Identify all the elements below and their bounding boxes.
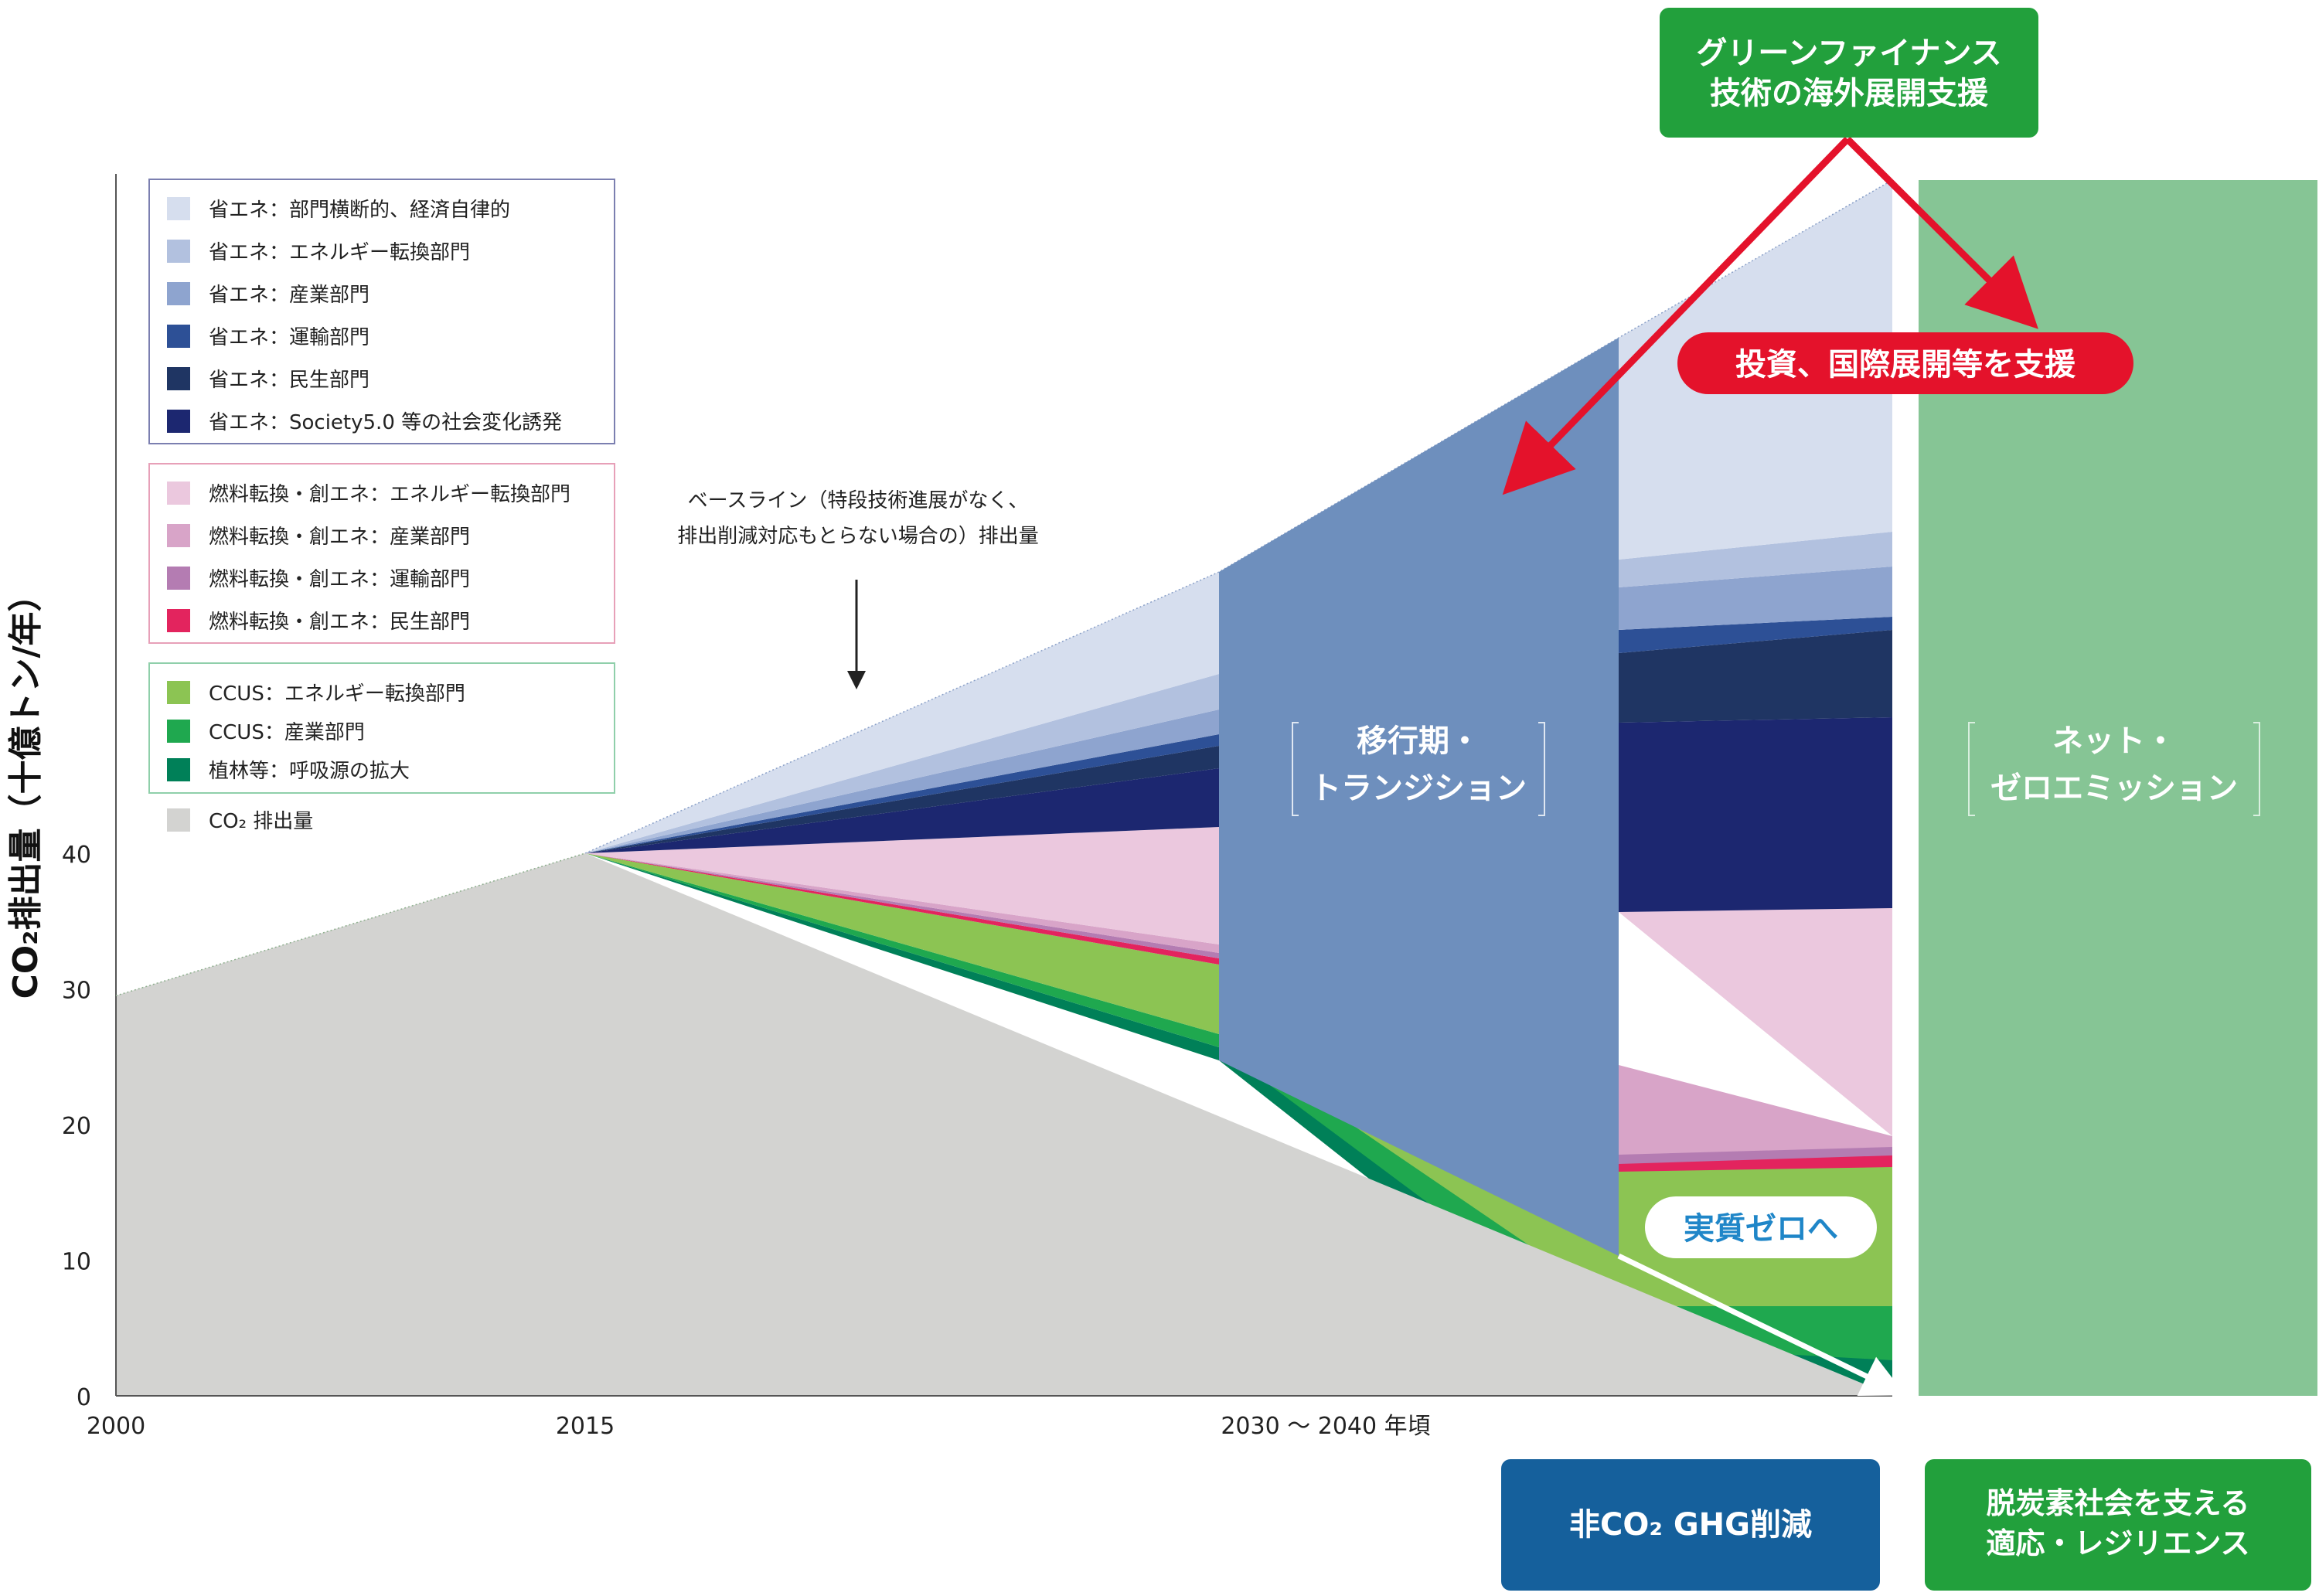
x-tick-label: 2000: [87, 1413, 145, 1440]
legend-label: 燃料転換・創エネ：産業部門: [209, 526, 470, 549]
net-zero-arrow: [1617, 1253, 1906, 1396]
non-co2-box: [1501, 1459, 1880, 1591]
legend-swatch: [167, 609, 190, 632]
legend: 省エネ：部門横断的、経済自律的省エネ：エネルギー転換部門省エネ：産業部門省エネ：…: [148, 179, 615, 833]
legend-swatch: [167, 482, 190, 505]
non-co2-label: 非CO₂ GHG削減: [1569, 1507, 1812, 1543]
legend-label: 省エネ：エネルギー転換部門: [209, 241, 470, 264]
y-tick-label: 0: [77, 1384, 91, 1411]
legend-swatch: [167, 367, 190, 390]
y-tick-label: 10: [62, 1249, 91, 1276]
legend-label: 省エネ：運輸部門: [209, 326, 369, 349]
x-tick-label: 2015: [556, 1413, 615, 1440]
legend-swatch: [167, 240, 190, 263]
red-arrow-right: [1844, 136, 2038, 329]
legend-label: CCUS：産業部門: [209, 721, 365, 744]
legend-swatch: [167, 410, 190, 433]
adaptation-box: [1925, 1459, 2311, 1591]
baseline-annotation-line2: 排出削減対応もとらない場合の）排出量: [677, 525, 1038, 548]
legend-label: 植林等：呼吸源の拡大: [209, 760, 410, 783]
legend-swatch: [167, 524, 190, 547]
reduction-band: [585, 853, 1892, 1360]
y-tick-label: 40: [62, 842, 91, 869]
investment-label: 投資、国際展開等を支援: [1735, 347, 2076, 383]
legend-label-co2: CO₂ 排出量: [209, 810, 313, 833]
co2-emission-area: [116, 853, 1892, 1396]
legend-swatch: [167, 681, 190, 704]
adaptation-line2: 適応・レジリエンス: [1986, 1526, 2249, 1560]
legend-swatch: [167, 567, 190, 590]
legend-label: 省エネ：民生部門: [209, 369, 369, 392]
y-tick-label: 30: [62, 978, 91, 1005]
legend-label: 省エネ：産業部門: [209, 284, 369, 307]
green-finance-line2: 技術の海外展開支援: [1710, 76, 1989, 111]
x-tick-labels: 2000 2015 2030 ～ 2040 年頃: [87, 1413, 1431, 1440]
transition-bracket-right: [1538, 722, 1545, 816]
netzero-label-line1: ネット・: [2052, 723, 2176, 759]
legend-swatch: [167, 720, 190, 743]
legend-group-box: [148, 662, 615, 794]
legend-label: CCUS：エネルギー転換部門: [209, 682, 465, 706]
green-finance-box: [1660, 8, 2038, 138]
red-arrow-left: [1502, 136, 1851, 495]
investment-pill: [1677, 332, 2133, 394]
jisshitsu-zero-label: 実質ゼロへ: [1684, 1211, 1838, 1247]
y-tick-labels: 0 10 20 30 40: [62, 842, 91, 1411]
transition-bracket-left: [1292, 722, 1299, 816]
adaptation-line1: 脱炭素社会を支える: [1987, 1486, 2250, 1520]
y-axis-label: CO₂排出量（十億トン/年）: [6, 577, 46, 999]
legend-label: 省エネ：部門横断的、経済自律的: [209, 199, 510, 222]
legend-swatch: [167, 282, 190, 305]
netzero-bracket-right: [2253, 722, 2260, 816]
transition-label-line1: 移行期・: [1357, 723, 1480, 759]
transition-label-line2: トランジション: [1310, 771, 1527, 806]
jisshitsu-zero-pill: [1645, 1196, 1877, 1258]
green-finance-line1: グリーンファイナンス: [1696, 36, 2001, 71]
legend-group-box: [148, 463, 615, 644]
legend-label: 省エネ：Society5.0 等の社会変化誘発: [209, 411, 562, 434]
legend-label: 燃料転換・創エネ：民生部門: [209, 611, 470, 634]
baseline-annotation-line1: ベースライン（特段技術進展がなく、: [688, 489, 1029, 512]
legend-swatch: [167, 197, 190, 220]
legend-group-box: [148, 179, 615, 444]
netzero-bracket-left: [1968, 722, 1975, 816]
reduction-band: [585, 180, 1892, 853]
historical-emission-line: [115, 852, 586, 996]
legend-swatch-co2: [167, 808, 190, 832]
y-tick-label: 20: [62, 1113, 91, 1140]
x-tick-label: 2030 ～ 2040 年頃: [1221, 1413, 1430, 1440]
legend-swatch: [167, 325, 190, 348]
netzero-label-line2: ゼロエミッション: [1990, 771, 2238, 806]
legend-label: 燃料転換・創エネ：エネルギー転換部門: [209, 483, 570, 506]
legend-swatch: [167, 758, 190, 781]
transition-panel: [1219, 338, 1619, 1256]
legend-label: 燃料転換・創エネ：運輸部門: [209, 568, 470, 591]
